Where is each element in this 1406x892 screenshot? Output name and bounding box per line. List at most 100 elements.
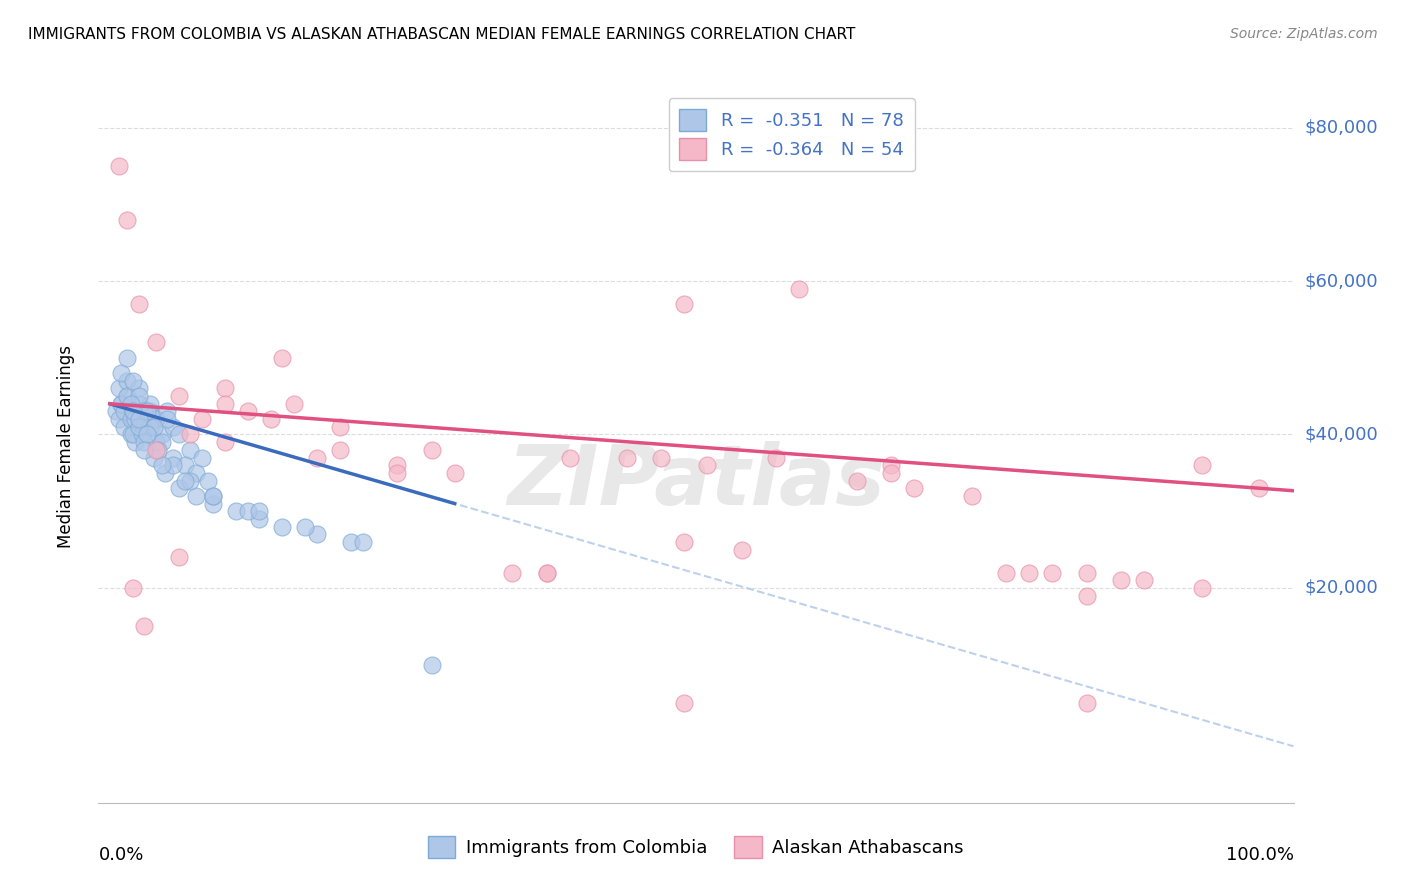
Point [162, 450, 184, 465]
Point [134, 619, 156, 633]
Point [115, 212, 138, 227]
Point [1191, 458, 1213, 473]
Point [329, 419, 352, 434]
Point [150, 427, 173, 442]
Point [673, 535, 696, 549]
Point [142, 419, 165, 434]
Point [173, 458, 195, 473]
Point [128, 419, 150, 434]
Text: $40,000: $40,000 [1305, 425, 1378, 443]
Point [120, 397, 142, 411]
Point [150, 435, 173, 450]
Point [271, 519, 294, 533]
Point [120, 412, 142, 426]
Point [124, 412, 146, 426]
Point [156, 404, 179, 418]
Point [903, 481, 925, 495]
Point [214, 397, 236, 411]
Point [108, 381, 131, 395]
Point [150, 458, 173, 473]
Point [128, 297, 150, 311]
Point [179, 427, 201, 442]
Point [162, 419, 184, 434]
Point [558, 450, 581, 465]
Point [145, 442, 167, 457]
Point [247, 504, 270, 518]
Point [650, 450, 672, 465]
Point [1109, 574, 1132, 588]
Point [179, 474, 201, 488]
Point [1133, 574, 1156, 588]
Point [128, 389, 150, 403]
Point [191, 450, 214, 465]
Point [305, 450, 328, 465]
Point [294, 519, 316, 533]
Point [845, 474, 868, 488]
Point [139, 404, 162, 418]
Point [789, 282, 811, 296]
Point [145, 435, 167, 450]
Text: Source: ZipAtlas.com: Source: ZipAtlas.com [1230, 27, 1378, 41]
Point [128, 381, 150, 395]
Point [112, 419, 135, 434]
Point [305, 527, 328, 541]
Point [731, 542, 754, 557]
Point [122, 374, 145, 388]
Point [191, 412, 214, 426]
Point [443, 466, 465, 480]
Point [148, 442, 170, 457]
Point [167, 389, 190, 403]
Point [115, 389, 138, 403]
Point [1247, 481, 1270, 495]
Point [616, 450, 638, 465]
Point [112, 404, 135, 418]
Text: ZIPatlas: ZIPatlas [508, 442, 884, 522]
Point [1191, 581, 1213, 595]
Point [1076, 696, 1098, 710]
Point [1040, 566, 1063, 580]
Point [340, 535, 363, 549]
Point [122, 581, 145, 595]
Point [214, 381, 236, 395]
Point [153, 466, 176, 480]
Point [202, 497, 225, 511]
Point [184, 489, 207, 503]
Point [139, 419, 162, 434]
Point [108, 159, 131, 173]
Point [283, 397, 305, 411]
Point [115, 389, 138, 403]
Point [139, 397, 162, 411]
Point [1018, 566, 1040, 580]
Text: $80,000: $80,000 [1305, 119, 1378, 136]
Point [1076, 566, 1098, 580]
Point [131, 419, 153, 434]
Point [134, 419, 156, 434]
Point [122, 412, 145, 426]
Point [122, 404, 145, 418]
Point [385, 466, 409, 480]
Point [131, 427, 153, 442]
Point [145, 335, 167, 350]
Point [122, 427, 145, 442]
Point [167, 550, 190, 565]
Point [202, 489, 225, 503]
Point [135, 404, 157, 418]
Point [420, 442, 443, 457]
Point [202, 489, 225, 503]
Point [134, 404, 156, 418]
Point [128, 412, 150, 426]
Point [236, 504, 259, 518]
Point [536, 566, 558, 580]
Point [142, 450, 165, 465]
Point [110, 397, 132, 411]
Point [167, 481, 190, 495]
Point [184, 466, 207, 480]
Point [167, 427, 190, 442]
Point [179, 442, 201, 457]
Point [673, 297, 696, 311]
Point [329, 442, 352, 457]
Point [110, 397, 132, 411]
Point [247, 512, 270, 526]
Point [128, 404, 150, 418]
Point [134, 435, 156, 450]
